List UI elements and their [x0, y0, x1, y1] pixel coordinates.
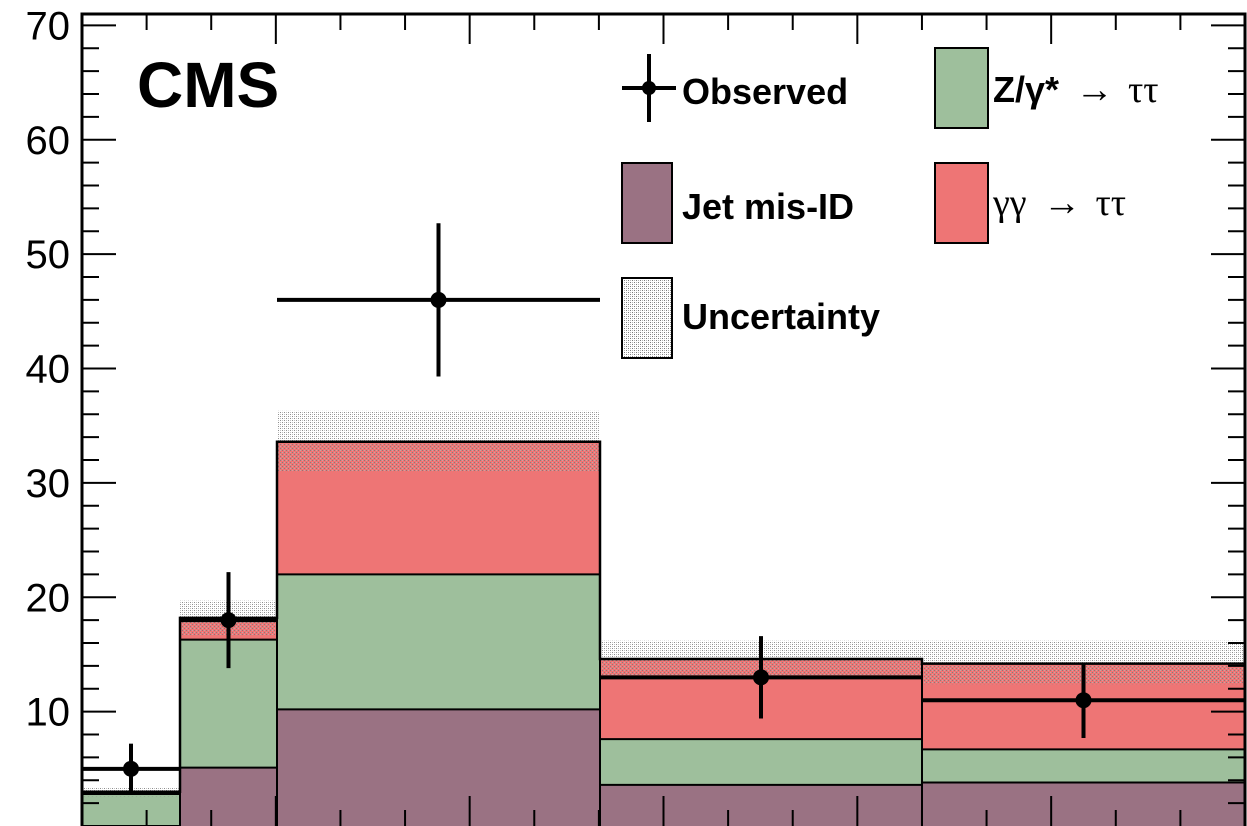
stacked-bars	[82, 441, 1245, 826]
y-tick-label-40: 40	[26, 348, 71, 392]
legend-uncertainty: Uncertainty	[621, 277, 880, 359]
bar-z--bin-3	[277, 574, 600, 710]
legend-z-tt: ττ	[1128, 69, 1159, 111]
bar-z--bin-4	[600, 739, 922, 785]
y-tick-label-20: 20	[26, 576, 71, 620]
legend-gg-label: γγ → ττ	[992, 182, 1126, 224]
observed-point-bin-5	[1075, 692, 1092, 709]
legend-observed-label: Observed	[682, 71, 848, 112]
observed-points	[82, 223, 1245, 794]
y-tick-label-30: 30	[26, 462, 71, 506]
legend-uncertainty-swatch	[621, 277, 673, 359]
legend-z-swatch	[934, 47, 989, 129]
legend-gg-name: γγ	[992, 182, 1027, 224]
y-tick-label-70: 70	[26, 4, 71, 48]
bar-jet-mis-id-bin-2	[180, 767, 277, 826]
legend: Observed Z/γ* → ττ Jet mis-ID γγ → ττ	[621, 47, 1158, 359]
legend-gg-tt: ττ	[1096, 182, 1127, 224]
legend-z-tautau: Z/γ* → ττ	[934, 47, 1158, 129]
observed-point-bin-4	[753, 669, 769, 686]
bar-z--bin-5	[922, 749, 1245, 783]
observed-point-bin-1	[123, 760, 139, 777]
y-tick-label-50: 50	[26, 233, 71, 277]
axes: 10 20 30 40 50 60 70	[26, 4, 1247, 826]
legend-gg-swatch	[934, 162, 989, 244]
bar-jet-mis-id-bin-4	[600, 784, 922, 826]
legend-z-arrow: →	[1075, 69, 1113, 111]
y-tick-label-60: 60	[26, 119, 71, 163]
legend-jet-misid: Jet mis-ID	[621, 162, 854, 244]
legend-observed-marker	[642, 81, 656, 95]
legend-observed: Observed	[622, 54, 848, 122]
cms-label: CMS	[137, 49, 279, 121]
legend-gg-tautau: γγ → ττ	[934, 162, 1126, 244]
observed-point-bin-3	[430, 291, 447, 308]
legend-gg-arrow: →	[1043, 182, 1081, 224]
observed-point-bin-2	[220, 612, 237, 629]
legend-uncertainty-label: Uncertainty	[682, 296, 880, 337]
bar-jet-mis-id-bin-3	[277, 709, 600, 826]
y-tick-label-10: 10	[26, 691, 71, 735]
legend-z-name: Z/γ*	[993, 69, 1059, 110]
legend-jet-label: Jet mis-ID	[682, 186, 854, 227]
legend-jet-swatch	[621, 162, 673, 244]
legend-z-label: Z/γ* → ττ	[993, 69, 1158, 111]
stack-outlines	[82, 440, 1245, 826]
bar-z--bin-1	[82, 793, 180, 826]
bar-jet-mis-id-bin-5	[922, 782, 1245, 826]
